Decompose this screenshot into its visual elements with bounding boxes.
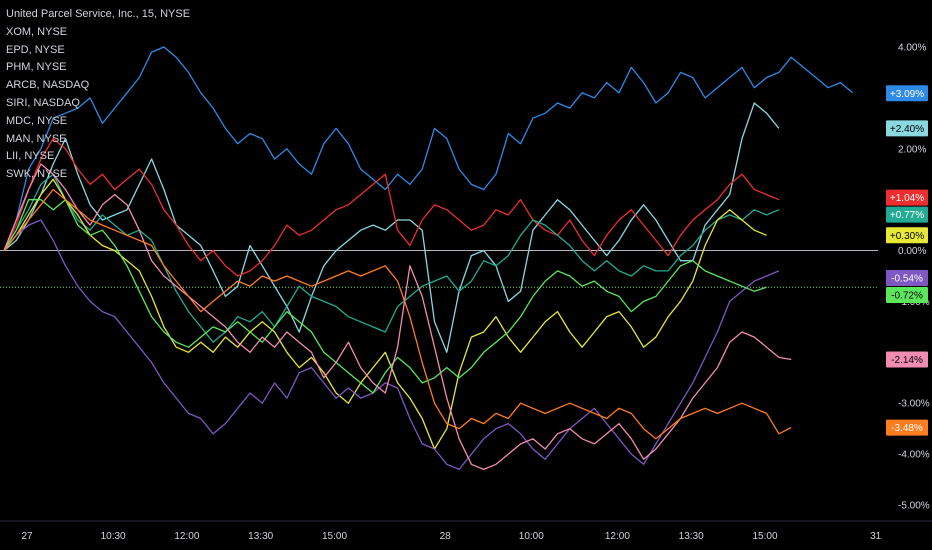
legend-entry[interactable]: LII, NYSE [6, 150, 55, 163]
legend-entry[interactable]: XOM, NYSE [6, 25, 68, 38]
value-badge [886, 85, 928, 102]
value-badge-label: +0.30% [890, 231, 924, 242]
value-badge [886, 287, 928, 304]
value-badge-label: -0.54% [891, 274, 923, 285]
value-badge [886, 419, 928, 436]
x-tick-label: 10:30 [101, 531, 126, 542]
legend: United Parcel Service, Inc., 15, NYSE XO… [6, 6, 190, 184]
series-line [3, 199, 767, 394]
y-tick-label: 2.00% [898, 144, 926, 155]
legend-entry[interactable]: SWK, NYSE [6, 168, 68, 181]
series-line [3, 137, 780, 277]
y-tick-label: 0.00% [898, 246, 926, 257]
y-tick-label: -5.00% [898, 501, 930, 512]
series-line [3, 178, 767, 450]
y-tick-label: -3.00% [898, 399, 930, 410]
value-badge-label: +1.04% [890, 193, 924, 204]
value-badge-label: +3.09% [890, 89, 924, 100]
value-badge [886, 351, 928, 368]
series-line [3, 163, 792, 471]
y-tick-label: 4.00% [898, 43, 926, 54]
legend-entry[interactable]: MAN, NYSE [6, 132, 67, 145]
x-tick-label: 12:00 [174, 531, 199, 542]
x-tick-label: 31 [870, 531, 882, 542]
x-tick-label: 10:00 [519, 531, 544, 542]
x-tick-label: 15:00 [322, 531, 347, 542]
value-badge-label: -0.72% [891, 291, 923, 302]
series-line [3, 173, 780, 343]
series-line [3, 46, 854, 251]
legend-entry[interactable]: EPD, NYSE [6, 43, 65, 56]
value-badge [886, 227, 928, 244]
value-badge-label: +2.40% [890, 124, 924, 135]
x-tick-label: 28 [440, 531, 452, 542]
x-tick-label: 13:30 [679, 531, 704, 542]
value-badge-label: +0.77% [890, 210, 924, 221]
value-badge [886, 189, 928, 206]
series-line [3, 219, 780, 471]
legend-entry[interactable]: MDC, NYSE [6, 114, 68, 127]
x-tick-label: 15:00 [752, 531, 777, 542]
value-badge [886, 206, 928, 223]
series-line [3, 188, 792, 440]
value-badge-label: -3.48% [891, 423, 923, 434]
x-tick-label: 13:30 [248, 531, 273, 542]
value-badge-label: -2.14% [891, 355, 923, 366]
legend-entry[interactable]: SIRI, NASDAQ [6, 96, 80, 109]
chart-title: United Parcel Service, Inc., 15, NYSE [6, 8, 191, 20]
legend-entry[interactable]: PHM, NYSE [6, 61, 67, 74]
y-tick-label: -4.00% [898, 450, 930, 461]
value-badge [886, 120, 928, 137]
series-line [3, 102, 780, 353]
value-badge [886, 270, 928, 287]
legend-entry[interactable]: ARCB, NASDAQ [6, 79, 90, 92]
x-tick-label: 27 [21, 531, 33, 542]
x-tick-label: 12:00 [605, 531, 630, 542]
